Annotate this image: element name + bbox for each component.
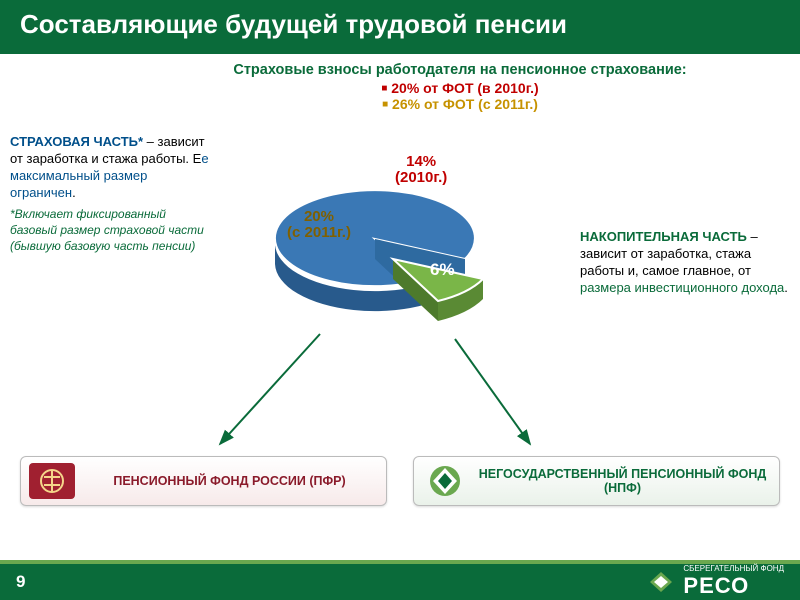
funded-part-description: НАКОПИТЕЛЬНАЯ ЧАСТЬ – зависит от заработ… [580,229,790,297]
pfr-box: ПЕНСИОННЫЙ ФОНД РОССИИ (ПФР) [20,456,387,506]
pie-label-2011-v: 20% [304,208,334,225]
subtitle: Страховые взносы работодателя на пенсион… [130,62,790,112]
npf-label: НЕГОСУДАРСТВЕННЫЙ ПЕНСИОННЫЙ ФОНД (НПФ) [478,467,767,495]
subtitle-main: Страховые взносы работодателя на пенсион… [130,62,790,78]
funded-dot: . [784,280,788,295]
pie-chart: 14% (2010г.) 20% (с 2011г.) 6% [245,149,505,349]
fund-boxes: ПЕНСИОННЫЙ ФОНД РОССИИ (ПФР) НЕГОСУДАРСТ… [20,456,780,506]
subtitle-b2-text: 26% от ФОТ (с 2011г.) [392,96,538,112]
funded-body-b: размера инвестиционного дохода [580,280,784,295]
insurance-part-description: СТРАХОВАЯ ЧАСТЬ* – зависит от заработка … [10,134,210,254]
funded-head: НАКОПИТЕЛЬНАЯ ЧАСТЬ [580,229,747,244]
pie-label-6: 6% [430,261,455,280]
bullet-icon: ■ [382,99,388,110]
reso-logo-icon [647,570,675,594]
npf-logo-icon [420,461,470,501]
arrows [200,329,600,449]
subtitle-b1-text: 20% от ФОТ (в 2010г.) [391,80,538,96]
pie-label-2010-v: 14% [406,153,436,170]
title-bar: Составляющие будущей трудовой пенсии [0,0,800,54]
insurance-footnote: *Включает фиксированный базовый размер с… [10,207,210,254]
insurance-head: СТРАХОВАЯ ЧАСТЬ* [10,134,143,149]
page-title: Составляющие будущей трудовой пенсии [20,10,780,40]
npf-box: НЕГОСУДАРСТВЕННЫЙ ПЕНСИОННЫЙ ФОНД (НПФ) [413,456,780,506]
bullet-icon: ■ [381,83,387,94]
page-number: 9 [16,572,25,592]
subtitle-rate-2011: ■ 26% от ФОТ (с 2011г.) [130,96,790,112]
reso-logo: СБЕРЕГАТЕЛЬНЫЙ ФОНД РЕСО [647,565,784,599]
pfr-logo-icon [27,461,77,501]
pie-label-2010-y: (2010г.) [395,169,447,186]
pie-svg [245,149,505,349]
content-area: Страховые взносы работодателя на пенсион… [0,54,800,524]
footer: 9 СБЕРЕГАТЕЛЬНЫЙ ФОНД РЕСО [0,560,800,600]
logo-subtitle: СБЕРЕГАТЕЛЬНЫЙ ФОНД [683,565,784,573]
insurance-dot: . [72,185,76,200]
pie-label-2011-y: (с 2011г.) [287,224,351,241]
subtitle-rate-2010: ■ 20% от ФОТ (в 2010г.) [130,80,790,96]
pie-label-2011: 20% (с 2011г.) [287,209,351,242]
logo-text: РЕСО [683,573,784,599]
pfr-label: ПЕНСИОННЫЙ ФОНД РОССИИ (ПФР) [113,474,345,488]
pie-label-2010: 14% (2010г.) [395,154,447,187]
